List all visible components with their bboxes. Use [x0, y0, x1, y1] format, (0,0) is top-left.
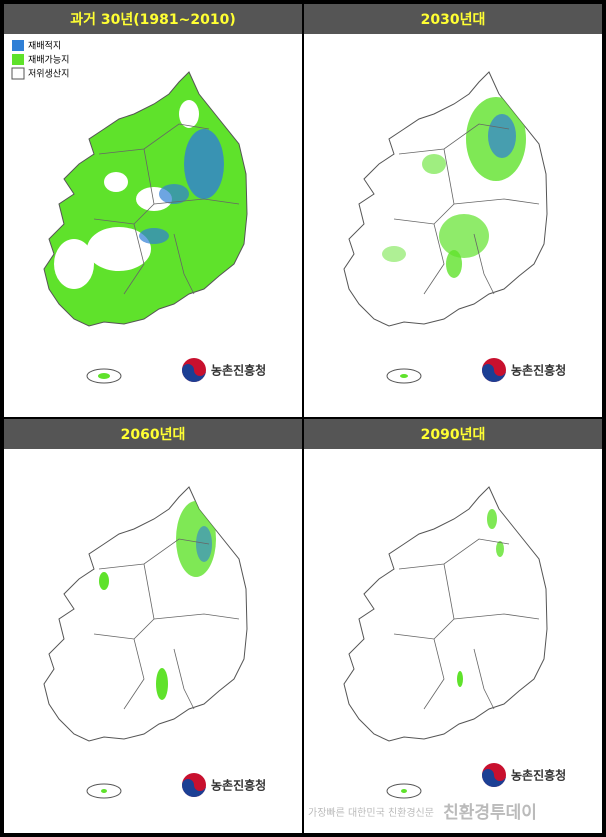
panel-title: 2060년대	[121, 427, 186, 443]
panel-header	[4, 4, 302, 34]
watermark-brand: 친환경투데이	[443, 803, 537, 823]
panel-header	[4, 419, 302, 449]
logo-text: 농촌진흥청	[211, 363, 266, 378]
panel-header	[304, 419, 602, 449]
legend-label: 재배가능지	[28, 55, 69, 66]
logo-text: 농촌진흥청	[511, 768, 566, 783]
panel: 2030년대 농촌진흥청	[304, 4, 602, 417]
panel: 과거 30년(1981~2010) 재배적지 재배가능지 저위생산지 농촌진흥청	[4, 4, 302, 417]
logo-text: 농촌진흥청	[211, 778, 266, 793]
panel-header	[304, 4, 602, 34]
panel: 2090년대 농촌진흥청 가장빠른 대한민국 친환경신문 친환경투데이	[304, 419, 602, 833]
panel-title: 과거 30년(1981~2010)	[70, 12, 235, 28]
panel-title: 2030년대	[421, 12, 486, 28]
legend-swatch	[12, 40, 24, 51]
legend-label: 재배적지	[28, 40, 61, 52]
watermark: 가장빠른 대한민국 친환경신문 친환경투데이	[308, 803, 537, 824]
legend-swatch	[12, 54, 24, 65]
panel-title: 2090년대	[421, 427, 486, 443]
logo-text: 농촌진흥청	[511, 363, 566, 378]
legend-swatch	[11, 67, 25, 80]
legend-label: 저위생산지	[28, 69, 69, 80]
watermark-text: 가장빠른 대한민국 친환경신문	[308, 806, 434, 819]
panel: 2060년대 농촌진흥청	[4, 419, 302, 833]
